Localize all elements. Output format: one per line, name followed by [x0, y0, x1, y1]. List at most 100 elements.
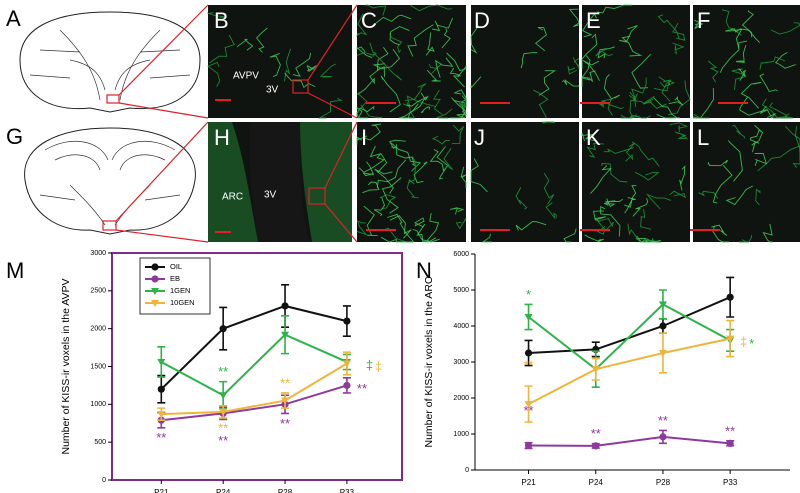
fiber [541, 121, 555, 124]
fiber [721, 9, 742, 36]
fiber [595, 218, 606, 235]
fiber [572, 57, 580, 70]
fiber [735, 44, 747, 64]
fiber [255, 27, 268, 53]
fiber [669, 122, 688, 133]
y-tick-label: 1000 [90, 401, 106, 408]
y-tick-label: 500 [94, 439, 106, 446]
annotation: ‡ [366, 357, 373, 372]
panel-letter: G [6, 124, 23, 149]
point [281, 302, 289, 310]
fiber [520, 52, 538, 69]
fiber [770, 22, 800, 35]
fiber [431, 135, 451, 145]
fiber [470, 76, 482, 89]
fiber [283, 48, 292, 82]
fiber [373, 197, 386, 217]
fiber [656, 113, 677, 119]
fiber [643, 98, 667, 109]
fiber [640, 239, 661, 243]
fiber [672, 42, 685, 55]
fiber [707, 159, 729, 167]
fiber [629, 96, 655, 117]
y-tick-label: 3000 [453, 359, 469, 366]
fiber [456, 217, 467, 230]
series-line [161, 362, 348, 416]
fiber [207, 61, 221, 87]
fiber [356, 42, 378, 56]
fiber [446, 52, 467, 78]
fiber [356, 135, 368, 145]
fiber [624, 185, 637, 208]
panel-letter: M [6, 258, 24, 283]
fiber [712, 165, 733, 204]
x-tick-label: P33 [723, 478, 738, 487]
annotation: ** [357, 381, 367, 396]
fiber [628, 77, 647, 102]
panel-letter: H [214, 125, 230, 150]
fiber [646, 193, 672, 210]
series-line [160, 333, 348, 397]
fiber [374, 168, 394, 194]
fiber [751, 124, 764, 153]
fiber [629, 114, 651, 119]
y-tick-label: 2000 [90, 326, 106, 333]
fiber [356, 46, 373, 59]
point [658, 301, 667, 309]
annotation: ** [156, 430, 166, 445]
point [591, 366, 600, 374]
panel-letter: C [361, 8, 377, 33]
legend-label: 10GEN [170, 298, 195, 307]
fiber [582, 13, 598, 38]
fiber [420, 106, 431, 114]
fiber [624, 197, 636, 214]
panel-letter: D [474, 8, 490, 33]
fiber [604, 198, 624, 204]
fiber [436, 108, 453, 119]
point [524, 349, 533, 357]
fiber [292, 52, 312, 77]
fiber [668, 96, 684, 106]
fiber [739, 96, 767, 116]
fiber [784, 125, 800, 149]
point [151, 275, 159, 283]
point [659, 433, 667, 441]
fiber [777, 113, 794, 119]
fiber [707, 60, 719, 83]
image-label: 3V [264, 190, 277, 201]
point [151, 263, 159, 271]
fiber [669, 190, 686, 199]
fiber [632, 198, 649, 217]
fiber [406, 178, 419, 199]
fiber [672, 22, 686, 41]
fiber [453, 100, 468, 119]
fiber [402, 95, 437, 108]
image-e [582, 5, 690, 118]
series-line [160, 304, 348, 390]
fiber [581, 33, 598, 69]
fiber [408, 156, 417, 183]
image-b [208, 5, 352, 118]
legend-label: 1GEN [170, 286, 190, 295]
fiber [603, 73, 621, 100]
legend-label: EB [170, 274, 180, 283]
fiber [355, 13, 368, 37]
fiber [387, 213, 415, 243]
fiber [410, 4, 452, 12]
panel-letter: J [474, 125, 485, 150]
fiber [269, 52, 281, 77]
y-tick-label: 6000 [453, 251, 469, 258]
annotation: ** [280, 416, 290, 431]
series-line [161, 384, 348, 422]
fiber [426, 213, 440, 242]
fiber [380, 75, 401, 113]
fiber [380, 236, 413, 243]
atlas-avpv [19, 11, 201, 113]
fiber [653, 97, 680, 119]
fiber [679, 165, 686, 191]
point [157, 411, 166, 419]
fiber [358, 153, 385, 173]
fiber [631, 53, 651, 89]
fiber [441, 28, 451, 49]
